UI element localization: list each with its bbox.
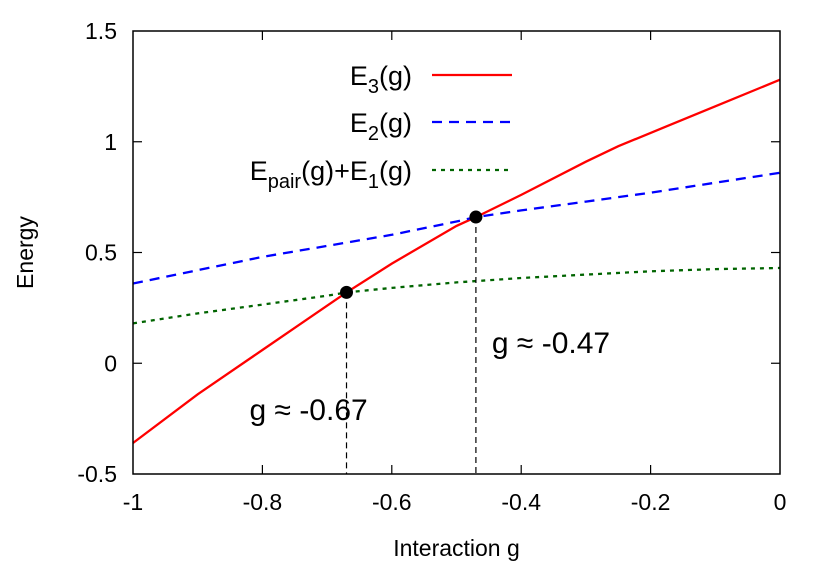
dropline-layer xyxy=(345,217,477,474)
y-axis-title: Energy xyxy=(12,216,38,289)
series-line-2 xyxy=(132,171,781,285)
marker-layer xyxy=(340,210,483,299)
legend-label-2: E2(g) xyxy=(350,108,412,145)
series-line-3 xyxy=(132,266,781,325)
x-axis-title: Interaction g xyxy=(393,535,520,561)
x-tick-label: -0.2 xyxy=(631,489,671,515)
intersection-marker-2 xyxy=(469,210,483,224)
x-tick-label: -0.6 xyxy=(372,489,412,515)
tick-layer: -1 -0.8 -0.6 -0.4 -0.2 0 -0.5 0 0.5 1 1.5 xyxy=(77,18,786,515)
legend-label-1: E3(g) xyxy=(350,61,412,98)
legend: E3(g) E2(g) Epair(g)+E1(g) xyxy=(250,61,512,193)
annotation-label-2: g ≈ -0.47 xyxy=(492,327,610,360)
y-tick-label: 0 xyxy=(104,350,117,376)
series-line-1 xyxy=(132,78,781,444)
x-tick-label: 0 xyxy=(774,489,787,515)
annotation-label-1: g ≈ -0.67 xyxy=(250,394,368,427)
legend-label-3: Epair(g)+E1(g) xyxy=(250,156,412,193)
annotation-layer: g ≈ -0.67 g ≈ -0.47 xyxy=(250,327,611,427)
x-tick-label: -0.8 xyxy=(243,489,283,515)
y-tick-label: 1 xyxy=(104,129,117,155)
x-tick-label: -0.4 xyxy=(501,489,541,515)
x-tick-label: -1 xyxy=(123,489,143,515)
series-layer xyxy=(132,78,781,444)
y-tick-label: 1.5 xyxy=(85,18,117,44)
y-tick-label: 0.5 xyxy=(85,240,117,266)
plot-frame xyxy=(132,30,781,475)
y-tick-label: -0.5 xyxy=(77,461,117,487)
intersection-marker-1 xyxy=(340,285,354,299)
